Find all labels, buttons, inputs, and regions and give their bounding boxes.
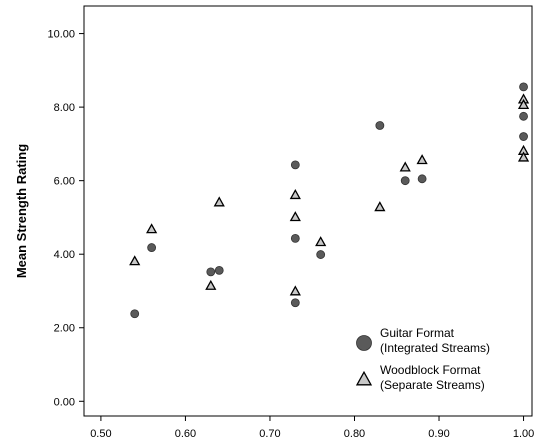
y-tick-label: 0.00 [54, 396, 75, 408]
data-points [129, 82, 530, 319]
series-woodblock [129, 93, 530, 296]
woodblock-point [416, 154, 428, 165]
legend-label: (Separate Streams) [380, 378, 485, 392]
y-axis: 0.00 2.00 4.00 6.00 8.00 10.00 [47, 29, 84, 408]
legend: Guitar Format(Integrated Streams) Woodblo… [355, 326, 490, 392]
y-tick-label: 4.00 [54, 249, 75, 261]
y-axis-title: Mean Strength Rating [14, 144, 29, 278]
legend-label: Guitar Format [380, 326, 455, 340]
woodblock-point [399, 161, 411, 172]
y-tick-label: 2.00 [54, 323, 75, 335]
guitar-point [214, 265, 224, 275]
woodblock-point [374, 201, 386, 212]
x-tick-label: 0.50 [90, 428, 111, 440]
guitar-point [290, 160, 300, 170]
y-tick-label: 10.00 [47, 29, 75, 41]
woodblock-point [517, 151, 530, 162]
x-tick-label: 1.00 [513, 428, 534, 440]
woodblock-point [517, 98, 530, 110]
x-tick-label: 0.60 [175, 428, 196, 440]
guitar-point [417, 174, 427, 184]
guitar-point [147, 243, 157, 252]
guitar-point [519, 132, 528, 141]
guitar-point [290, 233, 300, 243]
y-tick-label: 6.00 [54, 176, 75, 188]
woodblock-point [289, 285, 301, 296]
x-tick-label: 0.70 [259, 428, 280, 440]
woodblock-point [129, 255, 141, 266]
guitar-point [519, 82, 528, 92]
woodblock-point [146, 223, 158, 234]
guitar-point [400, 176, 410, 186]
woodblock-point [213, 196, 225, 207]
woodblock-point [315, 236, 327, 247]
guitar-point [290, 298, 300, 308]
x-tick-label: 0.90 [428, 428, 449, 440]
legend-label: (Integrated Streams) [380, 341, 490, 355]
guitar-point [130, 309, 140, 319]
woodblock-point [289, 211, 301, 222]
legend-circle-marker [356, 335, 372, 351]
y-tick-label: 8.00 [54, 102, 75, 114]
guitar-point [316, 250, 326, 259]
series-guitar [130, 82, 528, 319]
legend-triangle-marker [355, 370, 373, 386]
guitar-point [375, 121, 385, 130]
x-axis: 0.50 0.60 0.70 0.80 0.90 1.00 [90, 416, 534, 440]
x-tick-label: 0.80 [344, 428, 365, 440]
guitar-point [519, 111, 528, 121]
legend-label: Woodblock Format [380, 363, 481, 377]
woodblock-point [289, 189, 301, 200]
guitar-point [206, 267, 216, 277]
plot-frame [83, 5, 533, 417]
woodblock-point [205, 279, 217, 290]
